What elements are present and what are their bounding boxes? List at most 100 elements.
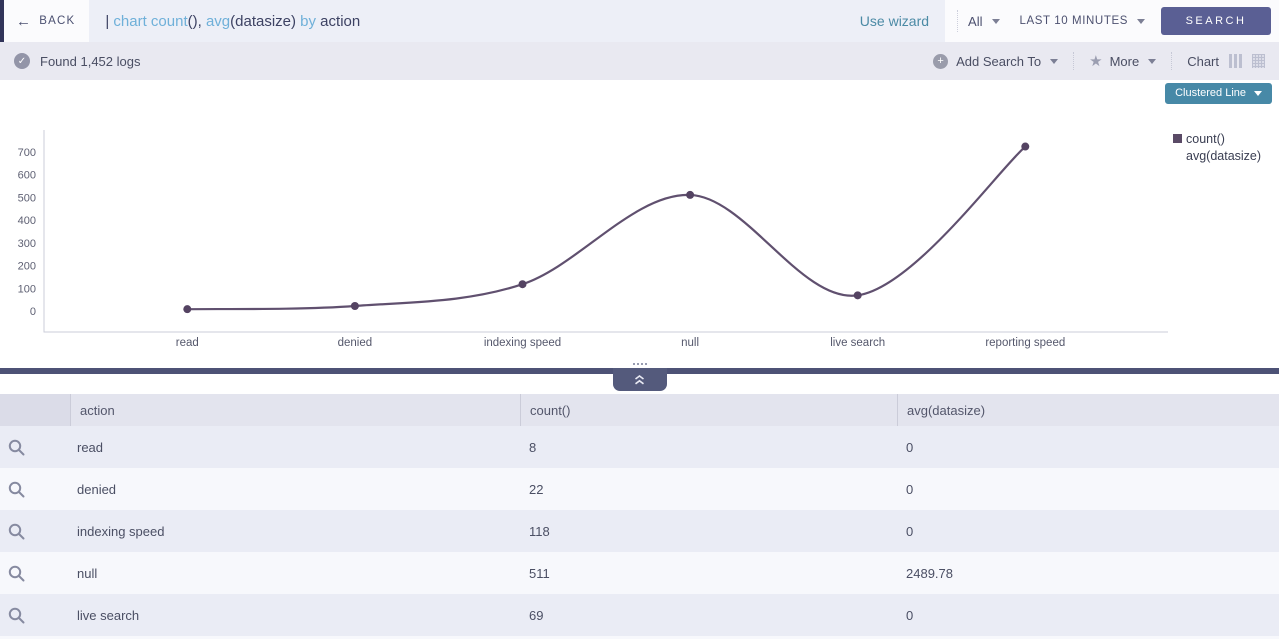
y-tick-label: 600 [18,170,36,182]
chart-columns-view-icon[interactable] [1229,54,1242,68]
data-point-denied[interactable] [350,302,359,311]
x-category-label: read [176,337,199,349]
y-tick-label: 200 [18,261,36,273]
cell-action: denied [77,481,117,497]
add-search-to-label: Add Search To [956,53,1042,69]
check-circle-icon: ✓ [14,53,30,69]
table-body: read 8 0 denied 22 0 indexing speed 118 0 null 511… [0,426,1279,639]
magnifier-icon [8,565,25,581]
legend-swatch-count [1173,134,1182,143]
y-tick-label: 700 [18,147,36,159]
inspect-row-button[interactable] [8,481,25,498]
left-edge-strip [0,0,4,42]
add-search-to-dropdown[interactable]: + Add Search To [933,53,1059,69]
magnifier-icon [8,523,25,539]
table-header-row: action count() avg(datasize) [0,394,1279,426]
chart-panel: 0 100 200 300 400 500 600 700 read denied indexing… [0,80,1279,368]
table-header-action[interactable]: action [70,394,520,426]
y-tick-label: 100 [18,283,36,295]
results-toolbar: ✓ Found 1,452 logs + Add Search To ★ Mor… [0,42,1279,80]
add-circle-icon: + [933,53,949,69]
table-row: indexing speed 118 0 [0,510,1279,552]
query-segment: (), [187,12,206,30]
data-point-live-search[interactable] [853,291,862,300]
count-series-line [187,145,1027,311]
chevron-down-icon [991,18,1000,24]
cell-action: live search [77,607,140,623]
x-category-label: live search [830,337,885,349]
cell-count: 8 [529,439,537,455]
x-category-label: denied [338,337,373,349]
y-tick-label: 500 [18,192,36,204]
search-query-input[interactable]: | chart count(), avg(datasize) by action… [89,0,946,42]
back-label: BACK [39,15,76,27]
legend-label-count: count() [1186,132,1225,146]
back-arrow-icon: ← [16,12,33,30]
table-row: live search 69 0 [0,594,1279,636]
cell-avg: 2489.78 [906,565,953,581]
cell-count: 69 [529,607,544,623]
query-segment: by [300,12,317,30]
table-row: null 511 2489.78 [0,552,1279,594]
found-logs-count: Found 1,452 logs [40,53,141,69]
chart-grid-view-icon[interactable] [1252,54,1265,68]
cell-count: 118 [529,523,550,539]
cell-count: 22 [529,481,544,497]
double-chevron-up-icon [635,374,644,384]
data-point-read[interactable] [183,305,192,314]
chevron-down-icon [1148,58,1157,64]
more-dropdown[interactable]: ★ More [1089,53,1157,69]
cell-action: null [77,565,98,581]
top-search-bar: ← BACK | chart count(), avg(datasize) by… [0,0,1279,42]
cell-action: indexing speed [77,523,165,539]
data-point-indexing-speed[interactable] [518,280,527,289]
data-point-null[interactable] [686,190,695,199]
query-segment: action [316,12,361,30]
more-label: More [1109,53,1140,69]
cell-avg: 0 [906,607,914,623]
magnifier-icon [8,607,25,623]
panel-divider[interactable] [0,363,1279,391]
data-point-reporting-speed[interactable] [1021,142,1030,151]
query-segment: avg [205,12,231,30]
y-tick-label: 0 [30,306,36,318]
chevron-down-icon [1137,18,1145,24]
table-row: denied 22 0 [0,468,1279,510]
query-text: | chart count(), avg(datasize) by action [105,13,360,30]
back-button[interactable]: ← BACK [4,14,89,29]
table-header-avg[interactable]: avg(datasize) [897,394,1279,426]
chevron-down-icon [1254,90,1262,96]
table-row-partial [0,636,1279,639]
magnifier-icon [8,439,25,455]
toolbar-separator [1171,52,1173,70]
cell-count: 511 [529,565,550,581]
table-header-count[interactable]: count() [520,394,897,426]
collapse-chart-tab[interactable] [612,363,667,391]
cell-avg: 0 [906,523,914,539]
y-tick-label: 400 [18,215,36,227]
magnifier-icon [8,481,25,497]
query-segment: (datasize) [230,12,301,30]
inspect-row-button[interactable] [8,439,25,456]
x-category-label: null [681,337,699,349]
time-range-dropdown[interactable]: LAST 10 MINUTES [1010,15,1156,27]
cell-avg: 0 [906,481,914,497]
clustered-line-chart[interactable]: 0 100 200 300 400 500 600 700 read denied indexing… [0,80,1279,368]
inspect-row-button[interactable] [8,523,25,540]
grip-dots-icon [632,363,647,365]
inspect-row-button[interactable] [8,565,25,582]
use-wizard-link[interactable]: Use wizard [859,13,930,29]
table-row: read 8 0 [0,426,1279,468]
table-header-icon-column [0,394,70,426]
chart-axes [43,130,1168,333]
x-category-label: indexing speed [484,337,561,349]
inspect-row-button[interactable] [8,607,25,624]
chart-type-dropdown[interactable]: Clustered Line [1165,83,1272,104]
scope-dropdown[interactable]: All [958,14,1009,29]
query-segment: chart count [113,12,188,30]
search-button[interactable]: SEARCH [1161,7,1271,35]
x-category-label: reporting speed [985,337,1065,349]
time-range-value: LAST 10 MINUTES [1019,15,1128,27]
topbar-separator [957,10,959,32]
chart-legend[interactable]: count() avg(datasize) [1173,131,1261,165]
